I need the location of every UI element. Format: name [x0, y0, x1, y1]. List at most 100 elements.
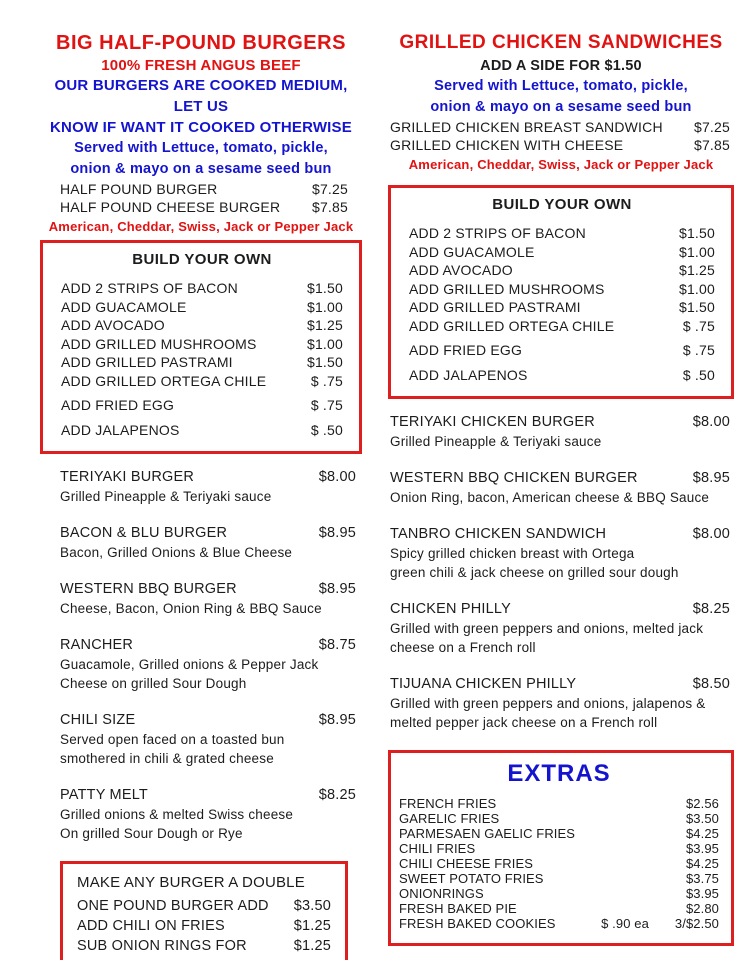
entree-desc: Guacamole, Grilled onions & Pepper Jack [60, 657, 319, 672]
item-price: $1.50 [306, 280, 343, 296]
item-name: ADD JALAPENOS [409, 366, 528, 383]
item-name: PATTY MELT [60, 787, 148, 803]
item-price: $1.00 [678, 280, 715, 297]
item-name: SUB ONION RINGS FOR FRIES [77, 938, 247, 960]
item-price: $8.00 [692, 526, 730, 542]
burgers-column: BIG HALF-POUND BURGERS 100% FRESH ANGUS … [40, 30, 362, 960]
item-name: ADD FRIED EGG [61, 397, 175, 413]
entree: PATTY MELT $8.25 Grilled onions & melted … [60, 786, 356, 843]
cheese-options-note: American, Cheddar, Swiss, Jack or Pepper… [408, 157, 714, 172]
build-your-own-box: BUILD YOUR OWN ADD 2 STRIPS OF BACON $1.5… [40, 240, 362, 454]
item-name: FRESH BAKED PIE [399, 901, 517, 916]
item-price: $3.95 [685, 841, 719, 856]
menu-row: ADD GRILLED MUSHROOMS $1.00 [61, 335, 343, 354]
item-price: $8.00 [318, 469, 356, 485]
served-with-line-2: onion & mayo on a sesame seed bun [70, 161, 332, 177]
entree-desc: Cheese on grilled Sour Dough [60, 676, 247, 691]
item-price: $1.00 [678, 243, 715, 260]
menu-row: GRILLED CHICKEN WITH CHEESE $7.85 [388, 136, 734, 154]
menu-row: ADD GUACAMOLE $1.00 [61, 298, 343, 317]
item-price: $ .75 [310, 372, 343, 389]
item-price: $8.25 [692, 601, 730, 617]
item-name: ADD AVOCADO [61, 317, 165, 333]
item-price: $8.95 [318, 581, 356, 597]
menu-row: ONE POUND BURGER ADD $3.50 [77, 896, 331, 916]
item-name: ONE POUND BURGER ADD [77, 898, 269, 914]
item-name: ADD JALAPENOS [61, 421, 180, 438]
item-price: $3.50 [293, 898, 331, 914]
item-name: ADD CHILI ON FRIES [77, 918, 225, 934]
item-name: TERIYAKI CHICKEN BURGER [390, 414, 595, 430]
item-name: FRENCH FRIES [399, 796, 497, 811]
entree-desc: Bacon, Grilled Onions & Blue Cheese [60, 545, 293, 560]
item-price: $1.25 [678, 262, 715, 278]
menu-row: ADD FRIED EGG $ .75 [61, 396, 343, 415]
item-name: ADD 2 STRIPS OF BACON [61, 280, 238, 296]
item-name: CHILI FRIES [399, 841, 476, 856]
menu-row: ADD AVOCADO $1.25 [61, 316, 343, 335]
add-side-note: ADD A SIDE FOR $1.50 [480, 58, 642, 74]
item-price: $2.80 [685, 901, 719, 916]
chicken-entrees: TERIYAKI CHICKEN BURGER $8.00 Grilled Pin… [388, 413, 734, 732]
item-name: RANCHER [60, 637, 134, 653]
entree: WESTERN BBQ BURGER $8.95 Cheese, Bacon, O… [60, 580, 356, 618]
entree-desc: Served open faced on a toasted bun [60, 732, 285, 747]
item-name: TANBRO CHICKEN SANDWICH [390, 526, 607, 542]
item-price: $8.95 [318, 712, 356, 728]
item-name: ONIONRINGS [399, 886, 484, 901]
menu-row: ADD GRILLED MUSHROOMS $1.00 [409, 280, 715, 299]
item-name: FRESH BAKED COOKIES [399, 916, 556, 931]
burger-entrees: TERIYAKI BURGER $8.00 Grilled Pineapple &… [40, 468, 362, 843]
entree: CHILI SIZE $8.95 Served open faced on a t… [60, 711, 356, 768]
cooked-notice-line-2: KNOW IF WANT IT COOKED OTHERWISE [50, 119, 352, 136]
entree: CHICKEN PHILLY $8.25 Grilled with green p… [390, 600, 730, 657]
menu-row: FRESH BAKED COOKIES $ .90 ea 3/$2.50 [399, 916, 719, 931]
entree-desc: Cheese, Bacon, Onion Ring & BBQ Sauce [60, 601, 322, 616]
entree-desc: Grilled Pineapple & Teriyaki sauce [390, 434, 602, 449]
item-price: $8.00 [692, 414, 730, 430]
menu-row: SUB ONION RINGS FOR FRIES $1.25 [77, 936, 331, 960]
menu-row: PARMESAEN GAELIC FRIES $4.25 [399, 826, 719, 841]
menu-row: ADD GUACAMOLE $1.00 [409, 243, 715, 262]
item-price: $ .75 [310, 397, 343, 413]
menu-row: FRESH BAKED PIE $2.80 [399, 901, 719, 916]
entree-desc: green chili & jack cheese on grilled sou… [390, 565, 679, 580]
make-double-title: MAKE ANY BURGER A DOUBLE [77, 874, 305, 891]
entree: TIJUANA CHICKEN PHILLY $8.50 Grilled with… [390, 675, 730, 732]
item-name: PARMESAEN GAELIC FRIES [399, 826, 576, 841]
item-name: ADD GRILLED PASTRAMI [61, 354, 233, 370]
item-name: ADD GRILLED MUSHROOMS [61, 335, 257, 352]
entree-desc: On grilled Sour Dough or Rye [60, 826, 243, 841]
entree-desc: cheese on a French roll [390, 640, 536, 655]
menu-row: ADD JALAPENOS $ .50 [409, 366, 715, 385]
entree-desc: smothered in chili & grated cheese [60, 751, 274, 766]
menu-row: HALF POUND CHEESE BURGER $7.85 [40, 198, 362, 216]
entree: BACON & BLU BURGER $8.95 Bacon, Grilled O… [60, 524, 356, 562]
entree-desc: Spicy grilled chicken breast with Ortega [390, 546, 635, 561]
cooked-notice-line-1: OUR BURGERS ARE COOKED MEDIUM, LET US [54, 77, 348, 115]
item-name: BACON & BLU BURGER [60, 525, 228, 541]
build-your-own-title: BUILD YOUR OWN [132, 251, 272, 268]
item-name: HALF POUND CHEESE BURGER [60, 199, 281, 215]
entree: TANBRO CHICKEN SANDWICH $8.00 Spicy grill… [390, 525, 730, 582]
item-price: $1.00 [306, 298, 343, 315]
entree: TERIYAKI CHICKEN BURGER $8.00 Grilled Pin… [390, 413, 730, 451]
item-price: $7.85 [693, 137, 730, 153]
item-price: $7.25 [311, 181, 348, 197]
item-name: TERIYAKI BURGER [60, 469, 195, 485]
menu-row: GARELIC FRIES $3.50 [399, 811, 719, 826]
item-price: $ .75 [682, 317, 715, 334]
menu-row: SWEET POTATO FRIES $3.75 [399, 871, 719, 886]
entree-desc: Grilled Pineapple & Teriyaki sauce [60, 489, 272, 504]
item-price: $ .75 [682, 342, 715, 358]
item-name: SWEET POTATO FRIES [399, 871, 544, 886]
item-price: $1.50 [678, 299, 715, 315]
item-price: $ .50 [682, 366, 715, 383]
chicken-title: GRILLED CHICKEN SANDWICHES [399, 32, 723, 53]
menu-row: ADD GRILLED ORTEGA CHILE $ .75 [409, 317, 715, 336]
item-price: $ .50 [310, 421, 343, 438]
item-price: $1.25 [293, 938, 331, 954]
extras-box: EXTRAS FRENCH FRIES $2.56 GARELIC FRIES $3… [388, 750, 734, 946]
menu-row: ADD JALAPENOS $ .50 [61, 421, 343, 440]
item-price: $1.00 [306, 335, 343, 352]
